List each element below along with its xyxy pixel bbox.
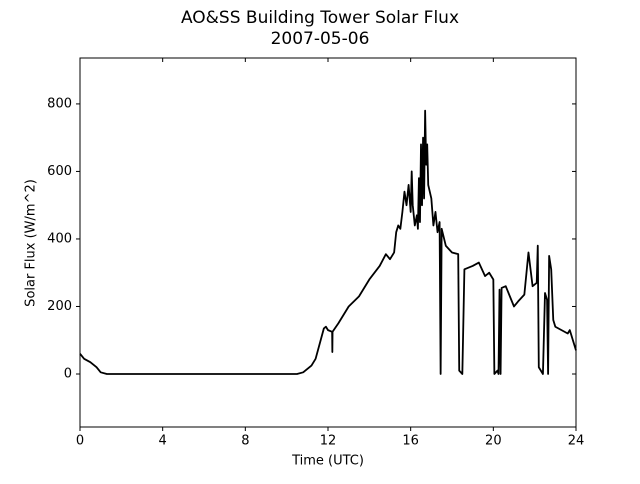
x-tick-label: 20 [485, 434, 502, 449]
x-tick-label: 8 [241, 434, 249, 449]
chart-subtitle: 2007-05-06 [271, 29, 370, 49]
y-tick-label: 800 [47, 96, 72, 111]
x-tick-label: 0 [76, 434, 84, 449]
data-line [79, 109, 577, 375]
x-tick-label: 4 [159, 434, 167, 449]
x-tick-label: 16 [402, 434, 419, 449]
y-tick-label: 200 [47, 299, 72, 314]
y-tick-label: 600 [47, 164, 72, 179]
y-tick-label: 400 [47, 231, 72, 246]
chart-title: AO&SS Building Tower Solar Flux [181, 8, 459, 28]
y-axis-label: Solar Flux (W/m^2) [24, 179, 39, 307]
x-tick-label: 24 [568, 434, 585, 449]
y-tick-label: 0 [64, 366, 72, 381]
x-axis-label: Time (UTC) [291, 454, 364, 469]
plot-frame [79, 57, 577, 428]
x-tick-label: 12 [320, 434, 337, 449]
